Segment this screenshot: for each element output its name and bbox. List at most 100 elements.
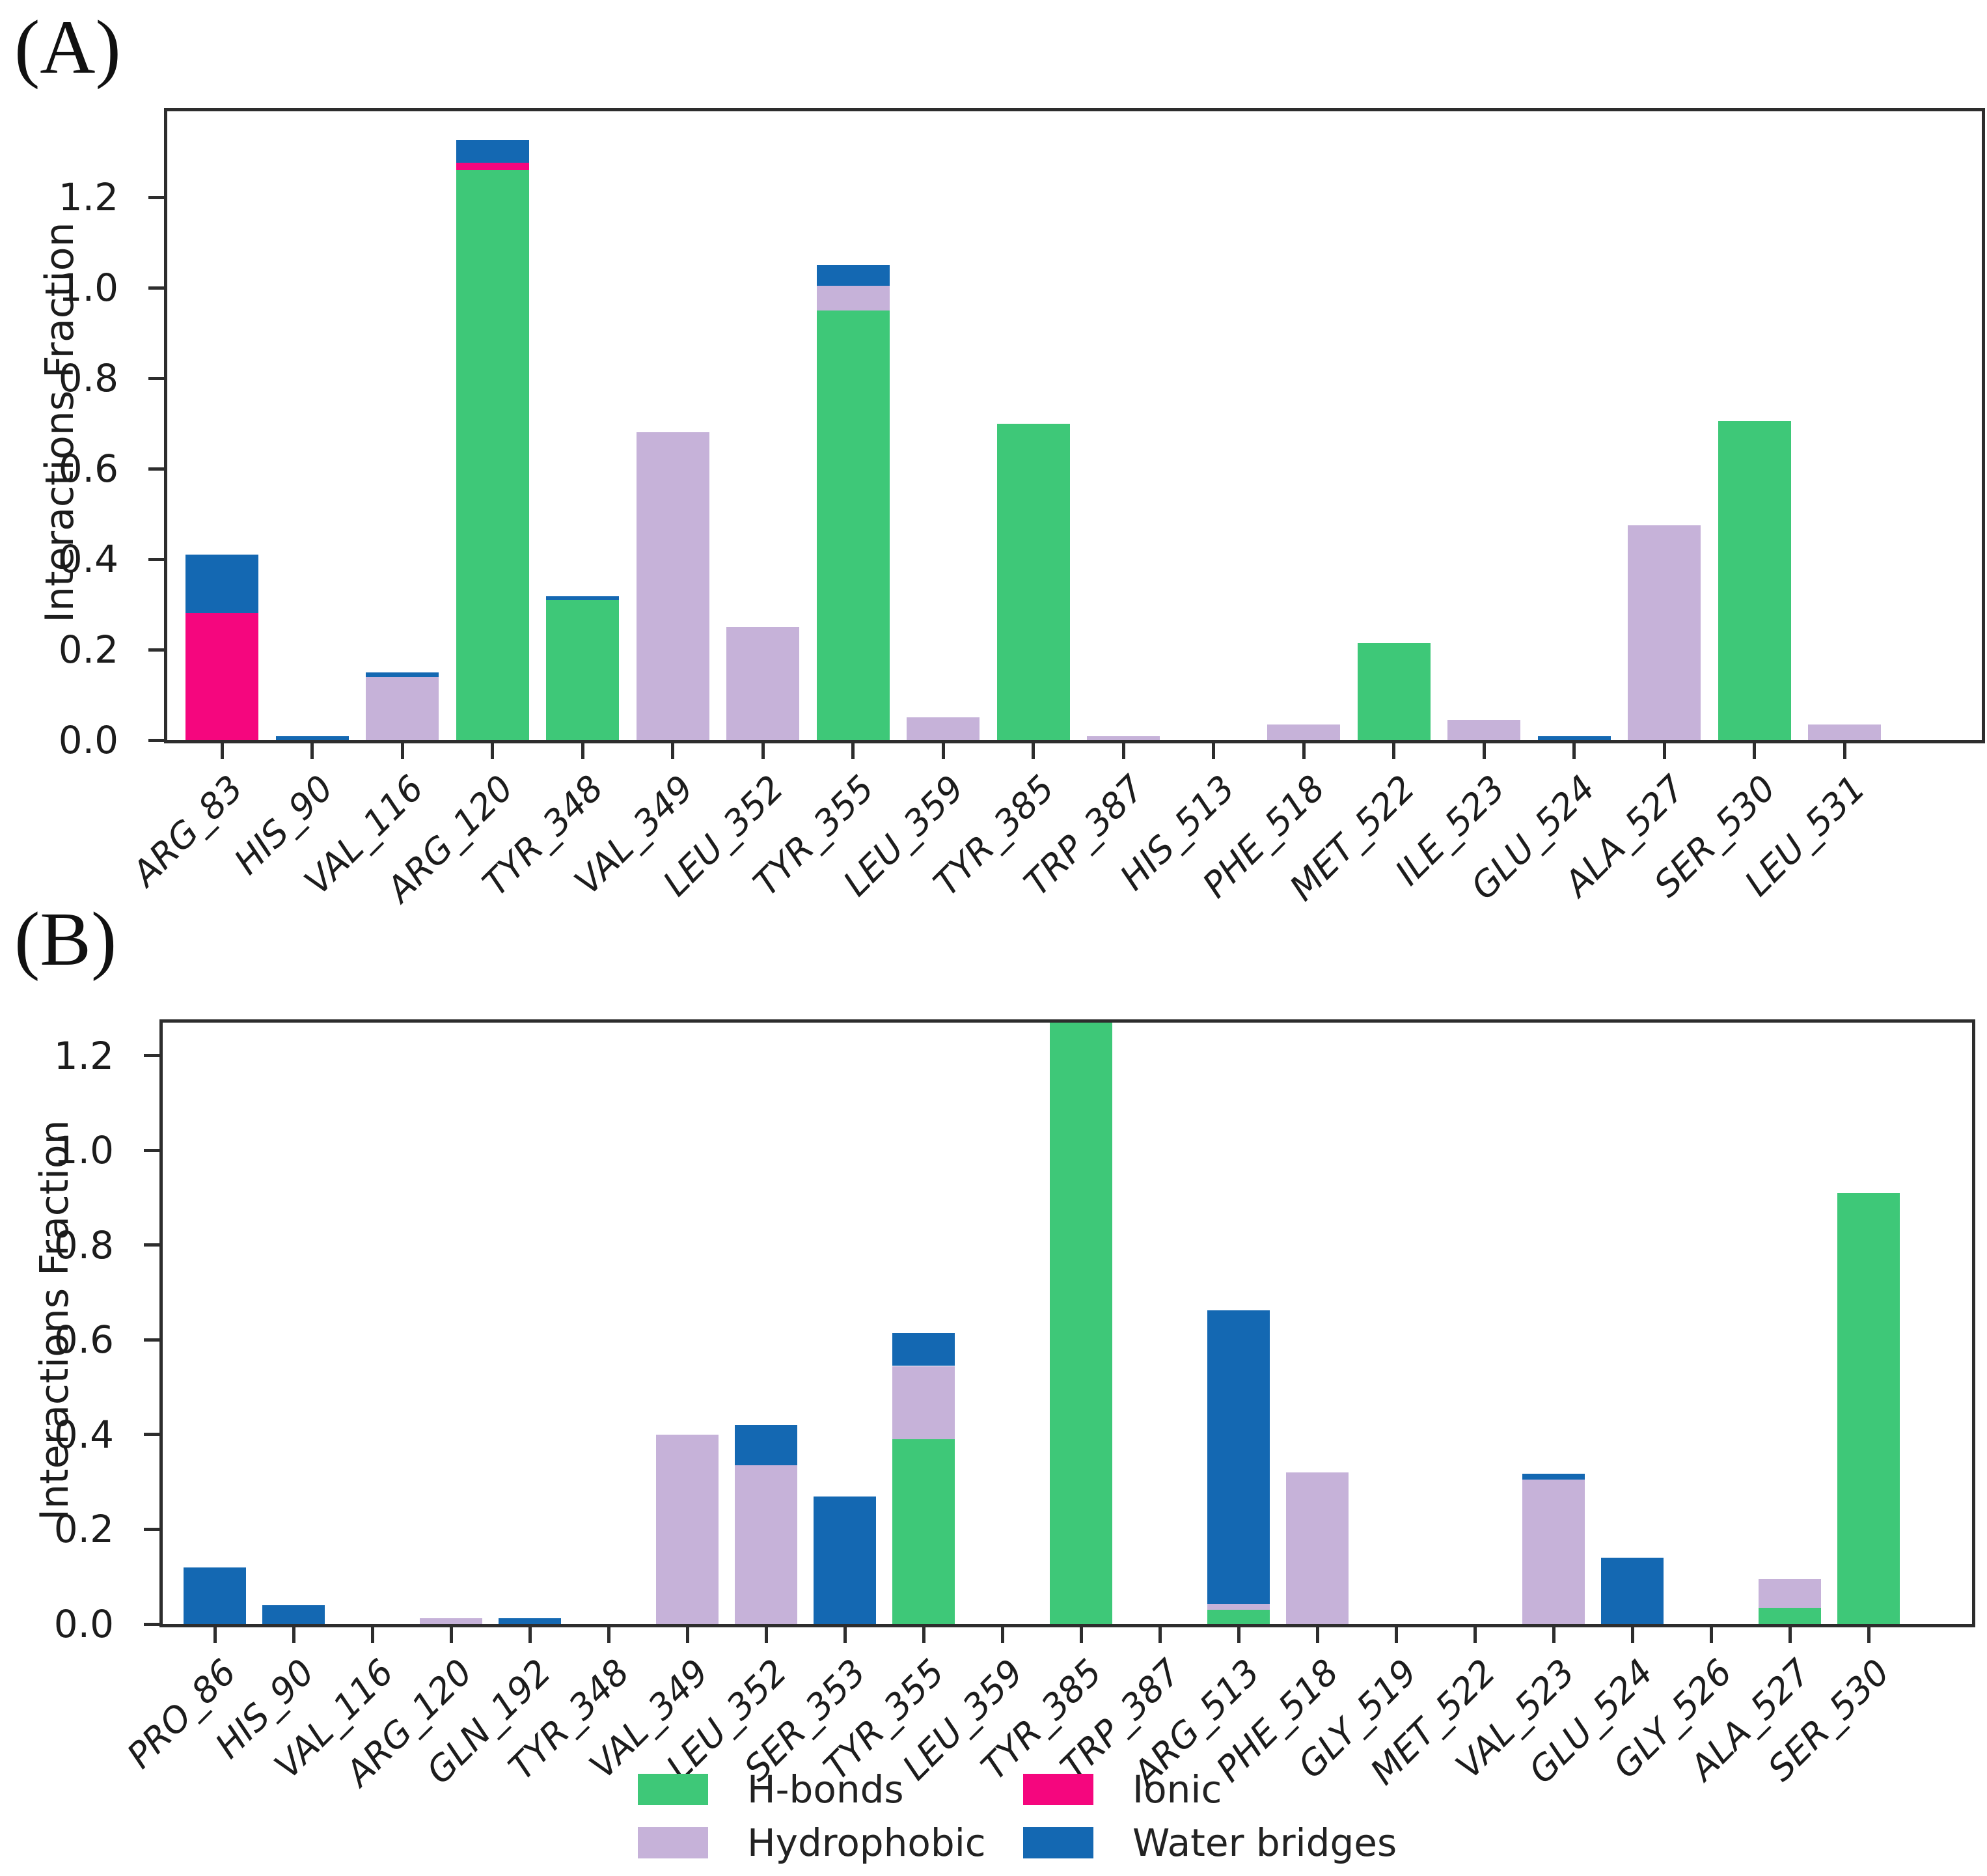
bar-segment-HIS_90 — [275, 736, 349, 740]
y-tick — [148, 286, 164, 290]
x-tick — [1237, 1627, 1240, 1643]
x-tick — [581, 743, 584, 759]
y-axis-label-b: Interactions Fraction — [32, 1120, 77, 1521]
legend-item-label: Water bridges — [1132, 1821, 1397, 1865]
bar-segment-ARG_513 — [1207, 1604, 1270, 1610]
x-tick — [851, 743, 855, 759]
y-tick — [144, 1527, 159, 1531]
x-tick — [1394, 1627, 1398, 1643]
x-tick — [1572, 743, 1576, 759]
y-tick — [148, 376, 164, 380]
y-tick-label: 1.0 — [58, 266, 118, 310]
x-tick — [1867, 1627, 1871, 1643]
x-tick — [220, 743, 224, 759]
bar-segment-ALA_527 — [1628, 525, 1701, 740]
x-tick — [1315, 1627, 1319, 1643]
bar-segment-VAL_116 — [366, 676, 439, 740]
x-tick — [1788, 1627, 1792, 1643]
y-axis-label-a: Interactions Fraction — [37, 222, 83, 623]
x-tick — [1482, 743, 1486, 759]
bar-segment-LEU_359 — [907, 717, 980, 740]
y-tick-label: 0.6 — [58, 447, 118, 491]
bar-segment-LEU_531 — [1808, 724, 1881, 740]
y-tick — [148, 195, 164, 199]
bar-segment-GLU_524 — [1537, 736, 1611, 740]
h-bonds-swatch-icon — [638, 1774, 708, 1805]
bar-segment-SER_530 — [1837, 1193, 1900, 1624]
bar-segment-TYR_355 — [892, 1439, 955, 1624]
x-tick — [491, 743, 494, 759]
bar-segment-ARG_83 — [185, 555, 258, 614]
x-tick — [761, 743, 765, 759]
y-tick-label: 0.8 — [53, 1222, 114, 1267]
x-tick — [1392, 743, 1395, 759]
bar-segment-LEU_352 — [735, 1465, 797, 1624]
x-tick — [292, 1627, 295, 1643]
bar-segment-LEU_352 — [735, 1425, 797, 1466]
x-tick — [370, 1627, 374, 1643]
y-tick — [148, 738, 164, 742]
x-tick — [1753, 743, 1756, 759]
x-tick — [941, 743, 945, 759]
bar-segment-GLN_192 — [499, 1618, 561, 1624]
bar-segment-ALA_527 — [1759, 1607, 1821, 1624]
bar-segment-VAL_523 — [1522, 1474, 1585, 1480]
y-tick — [148, 648, 164, 652]
x-tick — [1709, 1627, 1713, 1643]
bar-segment-TYR_355 — [892, 1366, 955, 1440]
bar-segment-TYR_348 — [546, 600, 619, 740]
y-tick — [144, 1338, 159, 1342]
x-tick-label-text: ARG_83 — [124, 767, 251, 894]
bar-segment-GLU_524 — [1601, 1558, 1664, 1624]
y-tick-label: 0.4 — [53, 1412, 114, 1457]
bar-segment-ALA_527 — [1759, 1579, 1821, 1608]
x-tick — [1843, 743, 1846, 759]
y-tick-label: 0.2 — [58, 628, 118, 672]
x-tick — [1032, 743, 1035, 759]
y-tick-label: 0.8 — [58, 356, 118, 401]
bar-segment-VAL_349 — [636, 432, 709, 740]
y-tick — [144, 1054, 159, 1058]
x-tick — [1079, 1627, 1083, 1643]
x-tick — [843, 1627, 847, 1643]
bar-segment-TRP_387 — [1087, 736, 1160, 740]
x-tick — [400, 743, 404, 759]
bar-segment-ARG_120 — [456, 162, 529, 171]
x-tick — [607, 1627, 610, 1643]
panel-a-label: (A) — [14, 5, 121, 90]
x-tick — [1121, 743, 1125, 759]
bar-segment-ILE_523 — [1447, 719, 1520, 740]
bar-segment-TYR_385 — [996, 423, 1070, 740]
x-tick — [1662, 743, 1666, 759]
hydrophobic-swatch-icon — [638, 1827, 708, 1858]
bar-segment-MET_522 — [1357, 642, 1431, 740]
x-tick — [685, 1627, 689, 1643]
x-tick — [213, 1627, 217, 1643]
x-tick — [1158, 1627, 1162, 1643]
x-tick — [1473, 1627, 1477, 1643]
water-bridges-swatch-icon — [1023, 1827, 1093, 1858]
bar-segment-ARG_120 — [456, 139, 529, 163]
bar-segment-PHE_518 — [1286, 1472, 1349, 1624]
bar-segment-TYR_355 — [816, 265, 890, 286]
legend-item-label: Hydrophobic — [747, 1821, 986, 1865]
y-tick-label: 0.6 — [53, 1317, 114, 1362]
bar-segment-VAL_523 — [1522, 1480, 1585, 1624]
x-tick-label-text: PRO_86 — [118, 1651, 244, 1776]
x-tick — [671, 743, 674, 759]
y-tick-label: 1.0 — [53, 1128, 114, 1173]
bar-segment-ARG_83 — [185, 613, 258, 740]
x-tick — [1000, 1627, 1004, 1643]
x-tick — [449, 1627, 453, 1643]
y-tick-label: 1.2 — [58, 175, 118, 220]
y-tick — [148, 557, 164, 561]
plot-area-a: 0.0 0.2 0.4 0.6 0.8 1.0 1.2 ARG_83 HIS_90 VAL_116… — [59, 108, 1985, 910]
y-tick-label: 0.4 — [58, 537, 118, 581]
bar-segment-HIS_90 — [262, 1605, 325, 1624]
y-tick-label: 0.0 — [53, 1602, 114, 1646]
y-tick-label: 1.2 — [53, 1033, 114, 1078]
bar-segment-ARG_120 — [420, 1618, 482, 1624]
y-tick — [144, 1148, 159, 1152]
y-tick — [144, 1433, 159, 1437]
